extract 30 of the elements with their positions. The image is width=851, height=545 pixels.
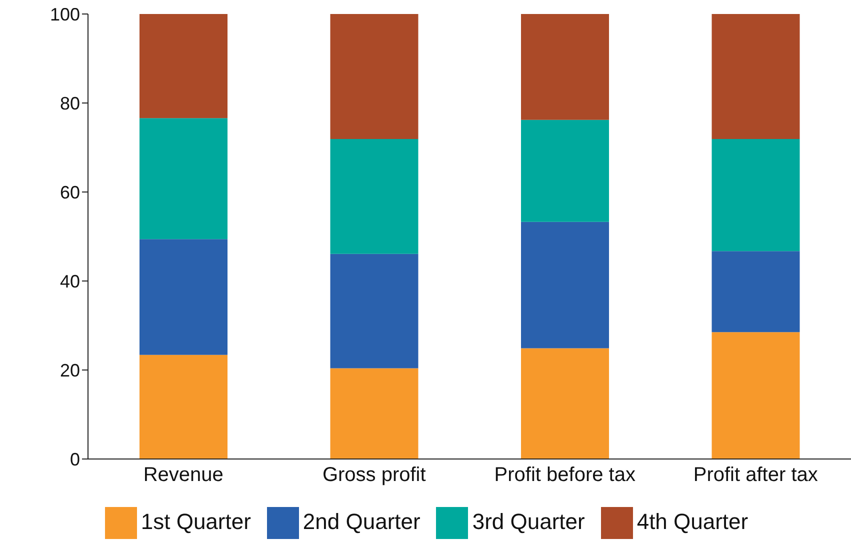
bar — [712, 332, 800, 459]
y-tick-label: 80 — [60, 93, 80, 114]
bar — [330, 139, 418, 254]
bar — [140, 239, 228, 355]
bar — [712, 251, 800, 332]
bar — [521, 14, 610, 120]
bar — [712, 14, 800, 140]
bar — [330, 254, 418, 368]
x-tick-label: Profit before tax — [494, 464, 636, 486]
x-tick-label: Gross profit — [322, 464, 426, 486]
y-tick-label: 20 — [60, 360, 80, 380]
legend-label: 1st Quarter — [140, 508, 251, 534]
y-tick-label: 40 — [60, 271, 80, 292]
bar — [330, 368, 418, 459]
bar — [140, 118, 228, 240]
bar — [521, 348, 610, 459]
y-tick-label: 60 — [60, 182, 80, 202]
y-tick-label: 100 — [50, 4, 80, 24]
y-tick-label: 0 — [70, 449, 80, 470]
bar — [521, 222, 610, 348]
x-tick-label: Revenue — [143, 464, 224, 486]
x-tick-label: Profit after tax — [693, 464, 818, 486]
bar — [521, 120, 610, 222]
bar — [712, 139, 800, 252]
bar — [140, 354, 228, 459]
legend-label: 4th Quarter — [636, 508, 748, 534]
bar — [330, 14, 418, 140]
legend-label: 2nd Quarter — [302, 508, 420, 534]
bar — [140, 14, 228, 118]
legend-label: 3rd Quarter — [472, 508, 585, 534]
